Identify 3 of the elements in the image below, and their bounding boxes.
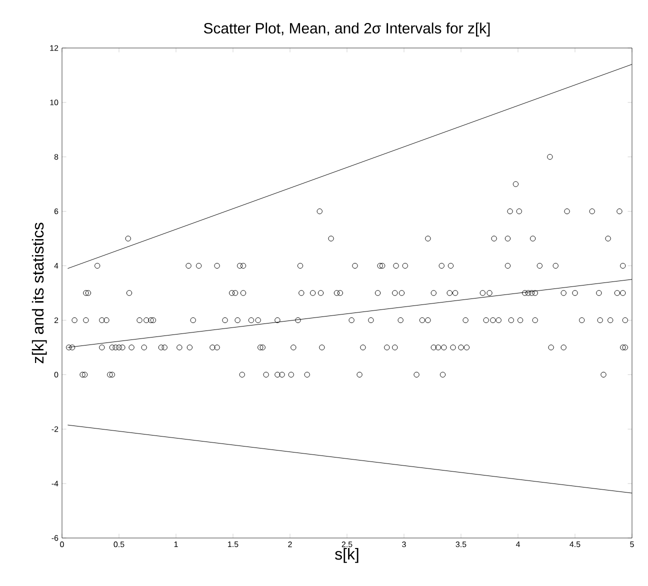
y-axis-title: z[k] and its statistics [32,222,47,364]
x-axis-title: s[k] [335,548,358,563]
chart-title: Scatter Plot, Mean, and 2σ Intervals for z[k] [204,22,490,36]
